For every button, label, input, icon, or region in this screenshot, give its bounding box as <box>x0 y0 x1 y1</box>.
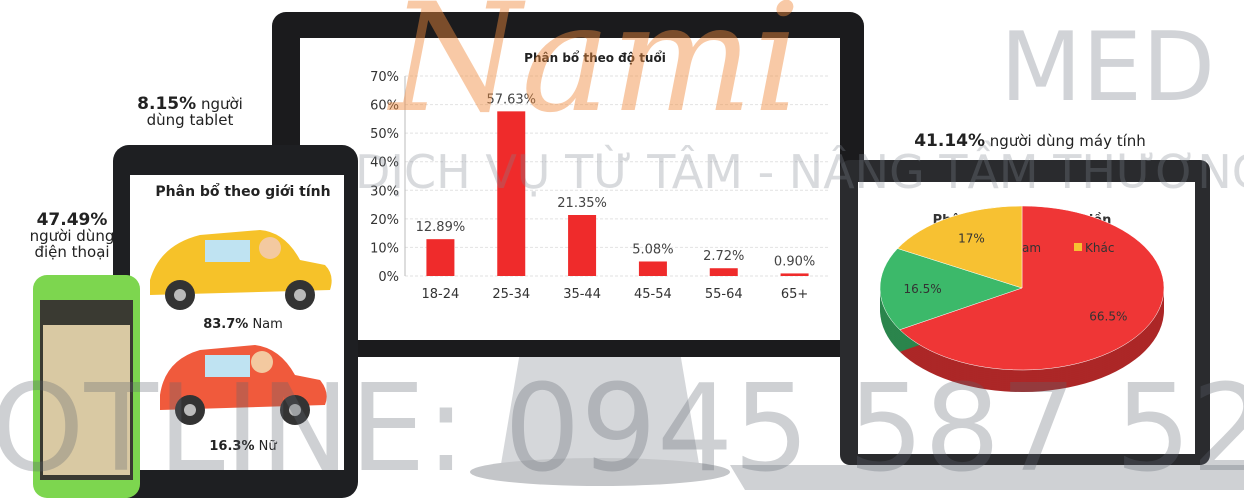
monitor-stand <box>500 352 700 470</box>
computer-share-label: người dùng máy tính <box>990 132 1146 150</box>
infographic: Phân bổ theo giới tính 83.7% Nam 16.3% N… <box>0 0 1244 498</box>
phone-content <box>43 325 130 475</box>
bar <box>497 111 525 276</box>
computer-share: 41.14% người dùng máy tính <box>860 133 1200 149</box>
bar <box>639 261 667 276</box>
chart-title: Phân bổ theo độ tuổi <box>524 50 666 65</box>
bar <box>781 273 809 276</box>
laptop-base <box>730 465 1244 490</box>
value-label: 17% <box>958 232 985 246</box>
female-label: Nữ <box>259 439 278 454</box>
y-tick-label: 20% <box>370 213 399 228</box>
value-label: 0.90% <box>774 254 815 269</box>
legend-label: Khác <box>1085 241 1114 255</box>
devices: Phân bổ theo giới tính 83.7% Nam 16.3% N… <box>0 0 1244 498</box>
value-label: 66.5% <box>1089 309 1127 323</box>
phone-share: 47.49%người dùng điện thoại <box>22 212 122 260</box>
female-percent: 16.3% <box>209 439 254 454</box>
x-tick-label: 25-34 <box>492 287 530 302</box>
watermark-brand-suffix: MED <box>1000 13 1215 123</box>
value-label: 57.63% <box>486 92 536 107</box>
y-tick-label: 40% <box>370 156 399 171</box>
y-tick-label: 70% <box>370 70 399 85</box>
bar <box>426 239 454 276</box>
bar <box>710 268 738 276</box>
x-tick-label: 45-54 <box>634 287 672 302</box>
y-tick-label: 10% <box>370 241 399 256</box>
value-label: 16.5% <box>904 282 942 296</box>
computer-percent: 41.14% <box>914 131 985 151</box>
y-tick-label: 0% <box>378 270 399 285</box>
y-tick-label: 50% <box>370 127 399 142</box>
y-tick-label: 60% <box>370 99 399 114</box>
phone-share-label: người dùng điện thoại <box>30 227 115 261</box>
male-label: Nam <box>252 317 282 332</box>
value-label: 2.72% <box>703 249 744 264</box>
x-tick-label: 18-24 <box>422 287 460 302</box>
tablet-share: 8.15% người dùng tablet <box>120 96 260 128</box>
x-tick-label: 65+ <box>781 287 808 302</box>
female-stat: 16.3% Nữ <box>209 439 277 454</box>
x-tick-label: 55-64 <box>705 287 743 302</box>
male-percent: 83.7% <box>203 317 248 332</box>
bar <box>568 215 596 276</box>
y-tick-label: 30% <box>370 184 399 199</box>
value-label: 21.35% <box>557 196 607 211</box>
value-label: 5.08% <box>632 242 673 257</box>
legend-swatch <box>1074 243 1082 251</box>
male-stat: 83.7% Nam <box>203 317 283 332</box>
x-tick-label: 35-44 <box>563 287 601 302</box>
tablet-chart-title: Phân bổ theo giới tính <box>155 183 330 200</box>
value-label: 12.89% <box>416 220 466 235</box>
monitor-base <box>470 458 730 486</box>
